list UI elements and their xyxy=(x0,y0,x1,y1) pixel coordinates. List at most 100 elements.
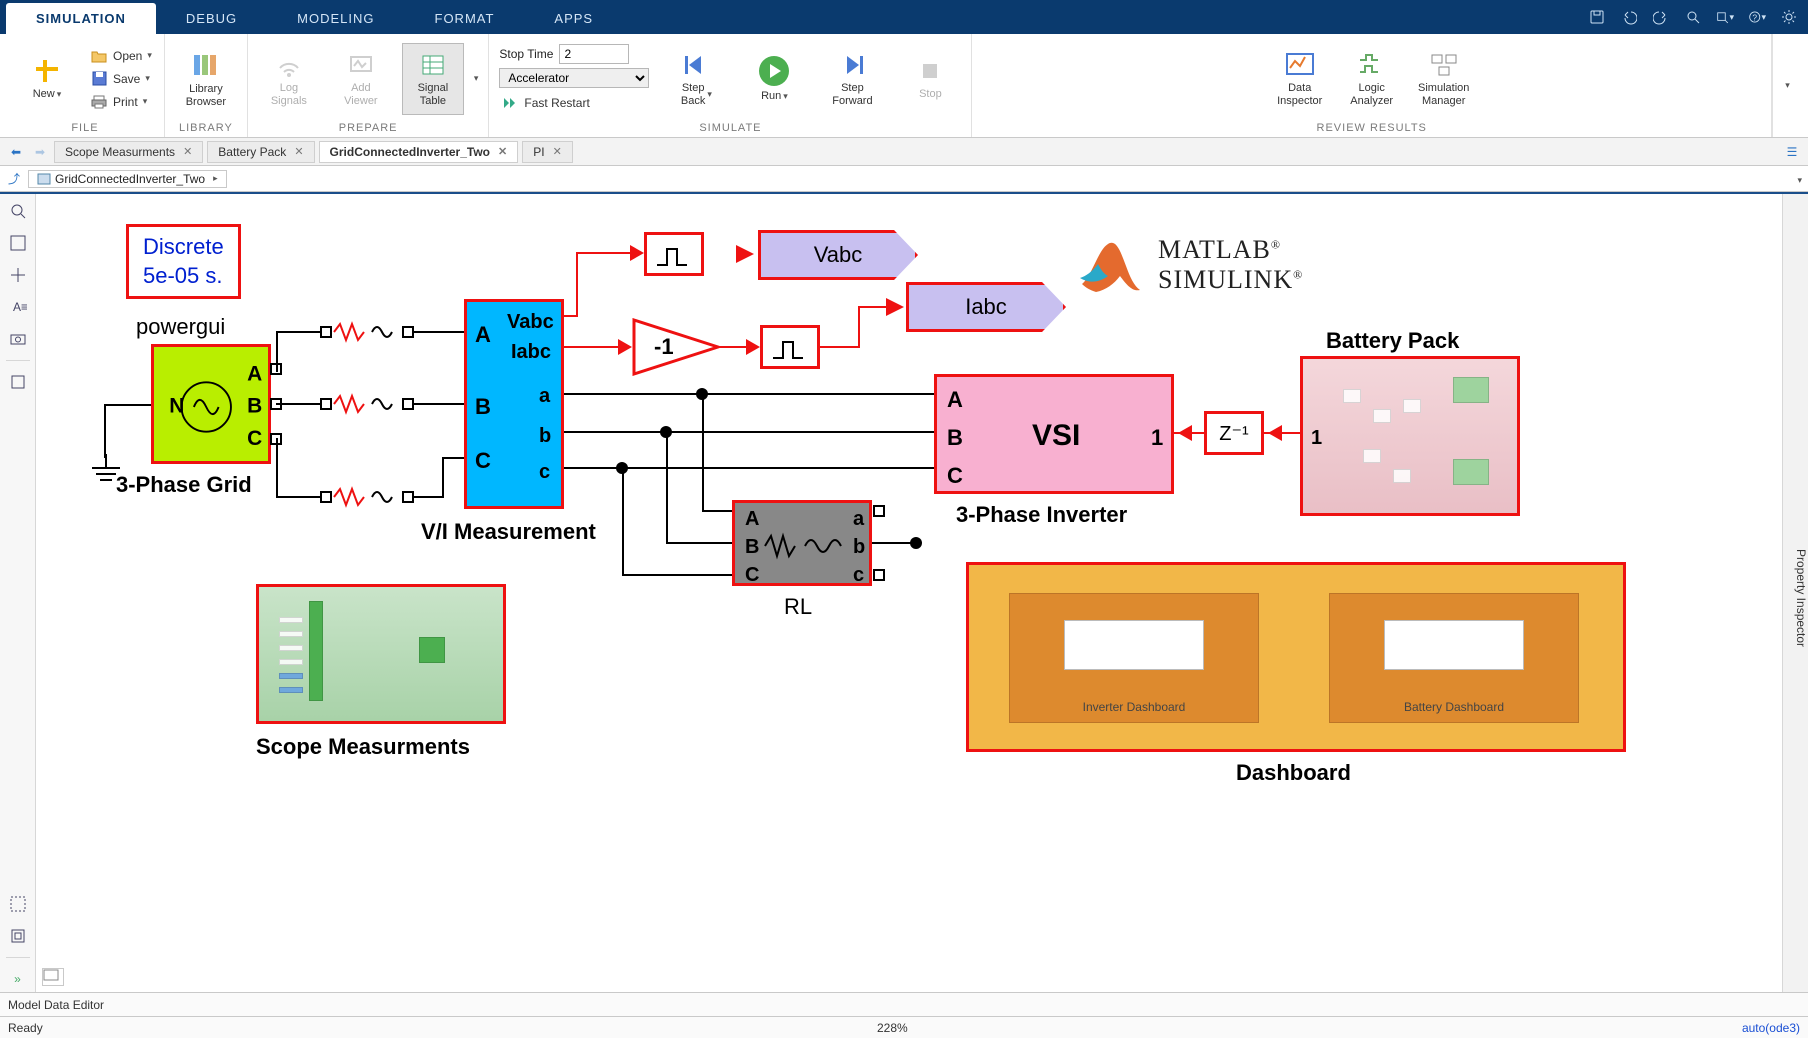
chevrons-icon[interactable]: » xyxy=(5,966,31,992)
wire xyxy=(276,403,326,405)
svg-text:N: N xyxy=(169,395,184,418)
wire xyxy=(702,510,732,512)
nav-fwd-button[interactable]: ➡ xyxy=(30,142,50,162)
panel-model-data-editor[interactable]: Model Data Editor xyxy=(0,992,1808,1016)
block-vi-measurement[interactable]: A B C Vabc Iabc a b c xyxy=(464,299,564,509)
canvas-arrows-icon[interactable] xyxy=(5,262,31,288)
save-button[interactable]: Save ▾ xyxy=(88,68,154,90)
sim-mode-row[interactable]: Accelerator xyxy=(499,68,649,88)
data-inspector-button[interactable]: Data Inspector xyxy=(1269,43,1331,115)
block-dashboard[interactable]: Inverter Dashboard Battery Dashboard xyxy=(966,562,1626,752)
zoom-fit-icon[interactable] xyxy=(5,198,31,224)
log-signals-button[interactable]: Log Signals xyxy=(258,43,320,115)
canvas-view-button[interactable] xyxy=(42,968,64,986)
wire xyxy=(414,403,464,405)
close-icon[interactable]: ✕ xyxy=(294,145,303,158)
model-canvas[interactable]: Discrete 5e-05 s. powergui N A B C 3-Pha… xyxy=(36,194,1782,992)
menu-tab-format[interactable]: FORMAT xyxy=(405,3,525,34)
document-tabs: ⬅ ➡ Scope Measurments✕ Battery Pack✕ Gri… xyxy=(0,138,1808,166)
block-rate-transition-2[interactable] xyxy=(760,325,820,369)
find-model-icon[interactable]: ▾ xyxy=(1716,8,1734,26)
menu-tab-simulation[interactable]: SIMULATION xyxy=(6,3,156,34)
block-3phase-grid[interactable]: N A B C xyxy=(151,344,271,464)
step-forward-button[interactable]: Step Forward xyxy=(821,43,883,115)
dashboard-card-battery[interactable]: Battery Dashboard xyxy=(1329,593,1579,723)
stop-time-input[interactable] xyxy=(559,44,629,64)
scope-label: Scope Measurments xyxy=(256,734,470,760)
fast-restart-icon xyxy=(501,94,519,112)
doc-tab-scope[interactable]: Scope Measurments✕ xyxy=(54,141,203,163)
block-rate-transition-1[interactable] xyxy=(644,232,704,276)
fast-restart-button[interactable]: Fast Restart xyxy=(499,92,649,114)
doc-tab-battery[interactable]: Battery Pack✕ xyxy=(207,141,314,163)
prepare-dropdown[interactable]: ▾ xyxy=(474,73,479,84)
add-viewer-button[interactable]: Add Viewer xyxy=(330,43,392,115)
undo-icon[interactable] xyxy=(1620,8,1638,26)
canvas-tool-icon[interactable] xyxy=(5,230,31,256)
new-button[interactable]: New▾ xyxy=(16,43,78,115)
ribbon-group-review: Data Inspector Logic Analyzer Simulation… xyxy=(972,34,1772,137)
logic-analyzer-button[interactable]: Logic Analyzer xyxy=(1341,43,1403,115)
breadcrumb-menu-button[interactable]: ▾ xyxy=(1797,175,1802,185)
dashboard-card-inverter[interactable]: Inverter Dashboard xyxy=(1009,593,1259,723)
block-scope-measurements[interactable] xyxy=(256,584,506,724)
signal-table-button[interactable]: Signal Table xyxy=(402,43,464,115)
menu-tab-apps[interactable]: APPS xyxy=(524,3,623,34)
menu-tab-debug[interactable]: DEBUG xyxy=(156,3,267,34)
search-icon[interactable] xyxy=(1684,8,1702,26)
menu-tab-modeling[interactable]: MODELING xyxy=(267,3,404,34)
wire xyxy=(820,346,860,348)
step-back-button[interactable]: Step Back▾ xyxy=(665,43,727,115)
library-browser-label: Library Browser xyxy=(186,83,226,107)
palette-a-icon[interactable] xyxy=(5,891,31,917)
save-icon[interactable] xyxy=(1588,8,1606,26)
palette-b-icon[interactable] xyxy=(5,923,31,949)
dashboard-label: Dashboard xyxy=(1236,760,1351,786)
viewer-icon xyxy=(346,50,376,80)
ribbon-group-file: New▾ Open ▾ Save ▾ Print ▾ FILE xyxy=(6,34,165,137)
screenshot-icon[interactable] xyxy=(5,326,31,352)
block-icon[interactable] xyxy=(5,369,31,395)
close-icon[interactable]: ✕ xyxy=(553,145,562,158)
doc-tab-grid-inverter[interactable]: GridConnectedInverter_Two✕ xyxy=(319,141,519,163)
block-gain[interactable]: -1 xyxy=(632,318,722,379)
wire xyxy=(858,306,860,348)
wire xyxy=(576,252,636,254)
sim-mode-select[interactable]: Accelerator xyxy=(499,68,649,88)
svg-text:a: a xyxy=(853,508,865,530)
svg-text:B: B xyxy=(745,536,759,558)
block-goto-vabc[interactable]: Vabc xyxy=(758,230,918,280)
vsi-label: 3-Phase Inverter xyxy=(956,502,1127,528)
block-battery-pack[interactable]: 1 xyxy=(1300,356,1520,516)
run-button[interactable]: Run▾ xyxy=(743,43,805,115)
simulation-manager-button[interactable]: Simulation Manager xyxy=(1413,43,1475,115)
help-icon[interactable]: ?▾ xyxy=(1748,8,1766,26)
wire xyxy=(872,542,912,544)
close-icon[interactable]: ✕ xyxy=(498,145,507,158)
block-unit-delay[interactable]: Z⁻¹ xyxy=(1204,411,1264,455)
battery-label: Battery Pack xyxy=(1326,328,1459,354)
stop-time-label: Stop Time xyxy=(499,47,553,61)
block-rl[interactable]: A B C a b c xyxy=(732,500,872,586)
print-button[interactable]: Print ▾ xyxy=(88,91,154,113)
impedance-icon xyxy=(332,320,402,344)
breadcrumb-model-button[interactable]: GridConnectedInverter_Two▸ xyxy=(28,170,227,188)
close-icon[interactable]: ✕ xyxy=(183,145,192,158)
block-3phase-inverter[interactable]: A B C VSI 1 xyxy=(934,374,1174,494)
wire xyxy=(276,438,278,498)
redo-icon[interactable] xyxy=(1652,8,1670,26)
wire xyxy=(414,331,464,333)
block-goto-iabc[interactable]: Iabc xyxy=(906,282,1066,332)
nav-back-button[interactable]: ⬅ xyxy=(6,142,26,162)
open-button[interactable]: Open ▾ xyxy=(88,45,154,67)
library-browser-button[interactable]: Library Browser xyxy=(175,43,237,115)
tabs-menu-button[interactable]: ☰ xyxy=(1782,142,1802,162)
stop-button[interactable]: Stop xyxy=(899,43,961,115)
doc-tab-pi[interactable]: PI✕ xyxy=(522,141,573,163)
annotation-icon[interactable]: A≡ xyxy=(5,294,31,320)
bc-up-button[interactable]: ⤴ xyxy=(6,171,22,187)
ribbon-collapse-button[interactable]: ▾ xyxy=(1772,34,1802,137)
block-powergui[interactable]: Discrete 5e-05 s. xyxy=(126,224,241,299)
gear-icon[interactable] xyxy=(1780,8,1798,26)
property-inspector-button[interactable]: Property Inspector xyxy=(1782,194,1808,992)
